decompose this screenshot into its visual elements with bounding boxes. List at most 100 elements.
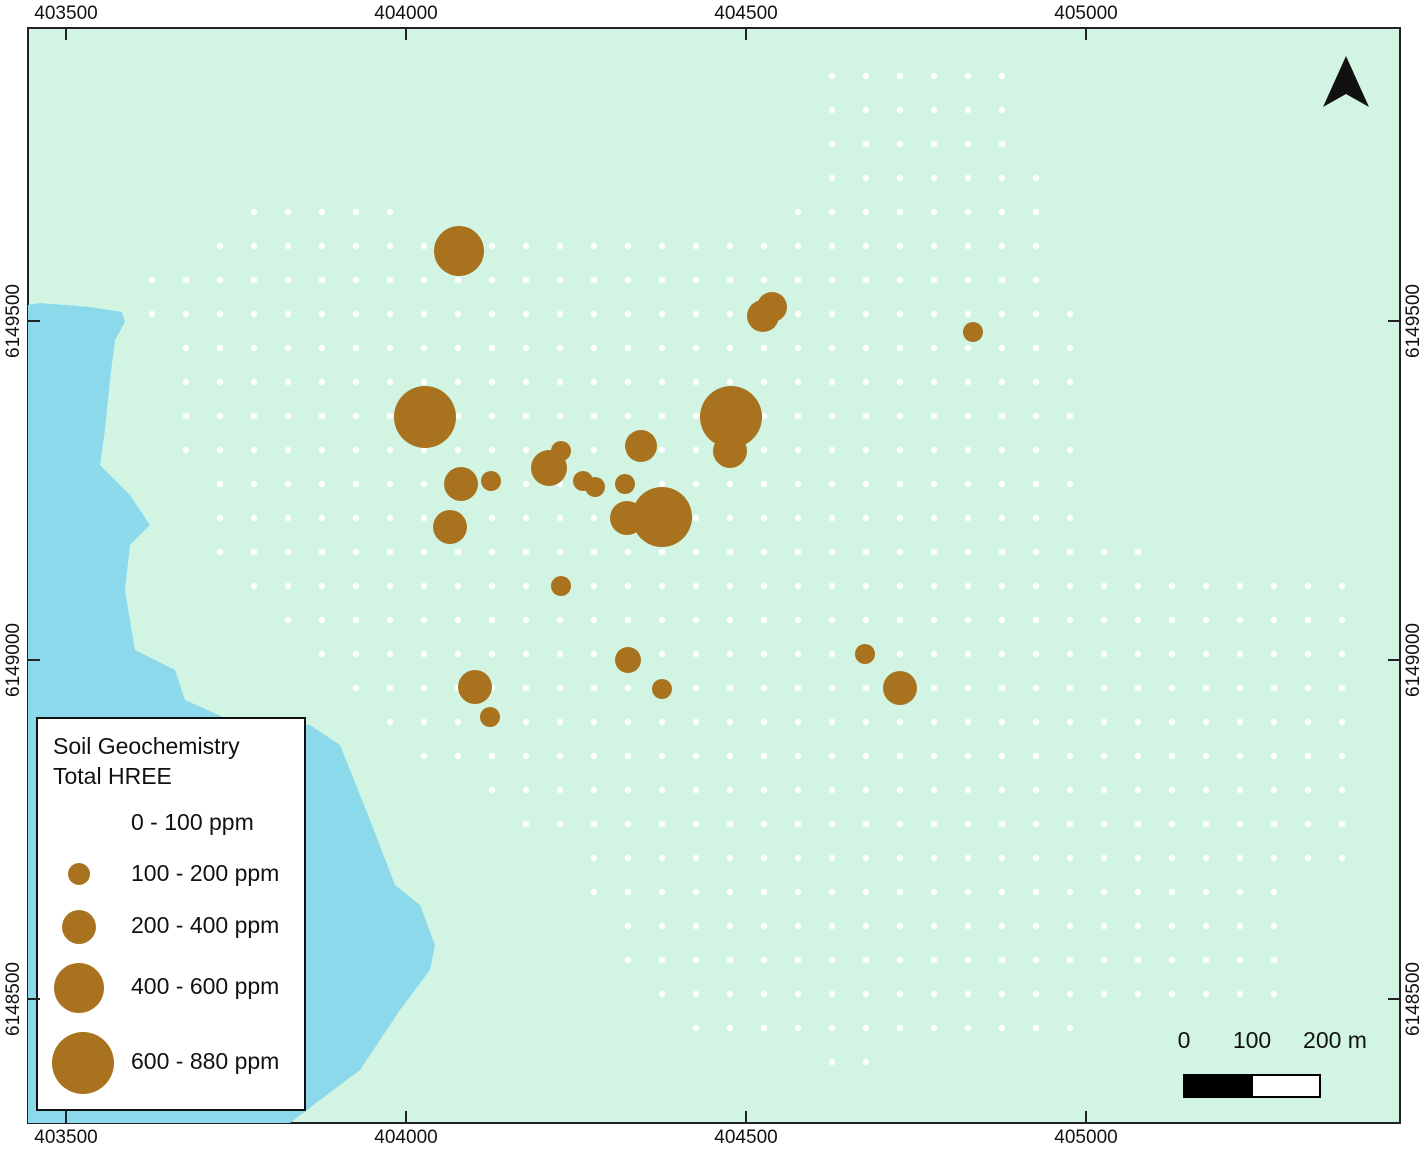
sample-point [828, 888, 836, 896]
sample-point [794, 922, 802, 930]
sample-point [1202, 684, 1210, 692]
sample-point [760, 820, 768, 828]
anomaly [458, 670, 492, 704]
sample-point [1032, 446, 1040, 454]
sample-point [760, 990, 768, 998]
sample-point [1168, 990, 1176, 998]
sample-point [250, 480, 258, 488]
sample-point [862, 106, 870, 114]
sample-point [284, 582, 292, 590]
anomaly [757, 292, 787, 322]
sample-point [590, 854, 598, 862]
sample-point [1270, 956, 1278, 964]
sample-point [998, 786, 1006, 794]
sample-point [1304, 616, 1312, 624]
sample-point [624, 820, 632, 828]
sample-point [1100, 718, 1108, 726]
sample-point [1168, 616, 1176, 624]
sample-point [1066, 582, 1074, 590]
sample-points [148, 72, 1346, 1066]
sample-point [828, 72, 836, 80]
sample-point [862, 276, 870, 284]
sample-point [1032, 344, 1040, 352]
sample-point [794, 412, 802, 420]
sample-point [964, 514, 972, 522]
sample-point [250, 208, 258, 216]
sample-point [624, 888, 632, 896]
sample-point [828, 854, 836, 862]
sample-point [1168, 718, 1176, 726]
sample-point [624, 548, 632, 556]
sample-point [1338, 582, 1346, 590]
sample-point [250, 378, 258, 386]
sample-point [386, 480, 394, 488]
sample-point [964, 990, 972, 998]
sample-point [1168, 786, 1176, 794]
sample-point [794, 208, 802, 216]
sample-point [794, 684, 802, 692]
sample-point [998, 854, 1006, 862]
sample-point [692, 650, 700, 658]
sample-point [318, 480, 326, 488]
sample-point [420, 344, 428, 352]
sample-point [1134, 684, 1142, 692]
sample-point [964, 684, 972, 692]
sample-point [1100, 548, 1108, 556]
sample-point [454, 548, 462, 556]
sample-point [1100, 854, 1108, 862]
sample-point [624, 310, 632, 318]
sample-point [760, 922, 768, 930]
sample-point [828, 310, 836, 318]
sample-point [1066, 514, 1074, 522]
sample-point [930, 922, 938, 930]
sample-point [692, 786, 700, 794]
sample-point [1032, 990, 1040, 998]
sample-point [420, 378, 428, 386]
sample-point [1202, 888, 1210, 896]
sample-point [930, 548, 938, 556]
sample-point [318, 208, 326, 216]
sample-point [726, 582, 734, 590]
sample-point [828, 1058, 836, 1066]
sample-point [964, 1024, 972, 1032]
sample-point [828, 582, 836, 590]
sample-point [794, 582, 802, 590]
sample-point [862, 242, 870, 250]
sample-point [522, 786, 530, 794]
sample-point [250, 310, 258, 318]
sample-point [420, 310, 428, 318]
sample-point [930, 616, 938, 624]
x-tick-label: 403500 [34, 3, 97, 24]
sample-point [148, 310, 156, 318]
sample-point [658, 276, 666, 284]
sample-point [862, 854, 870, 862]
sample-point [488, 412, 496, 420]
legend-label: 200 - 400 ppm [131, 912, 279, 938]
sample-point [896, 208, 904, 216]
sample-point [216, 480, 224, 488]
x-tick-label: 405000 [1054, 1127, 1117, 1148]
sample-point [488, 344, 496, 352]
sample-point [692, 446, 700, 454]
sample-point [1032, 1024, 1040, 1032]
sample-point [998, 616, 1006, 624]
sample-point [624, 854, 632, 862]
legend-title: Soil Geochemistry [53, 733, 240, 759]
sample-point [1066, 752, 1074, 760]
sample-point [216, 412, 224, 420]
sample-point [216, 276, 224, 284]
sample-point [488, 582, 496, 590]
sample-point [590, 888, 598, 896]
sample-point [1066, 854, 1074, 862]
sample-point [1338, 752, 1346, 760]
sample-point [624, 684, 632, 692]
sample-point [828, 650, 836, 658]
anomaly [963, 322, 983, 342]
sample-point [1202, 582, 1210, 590]
sample-point [590, 786, 598, 794]
sample-point [862, 310, 870, 318]
sample-point [964, 72, 972, 80]
sample-point [964, 820, 972, 828]
sample-point [658, 718, 666, 726]
sample-point [352, 378, 360, 386]
